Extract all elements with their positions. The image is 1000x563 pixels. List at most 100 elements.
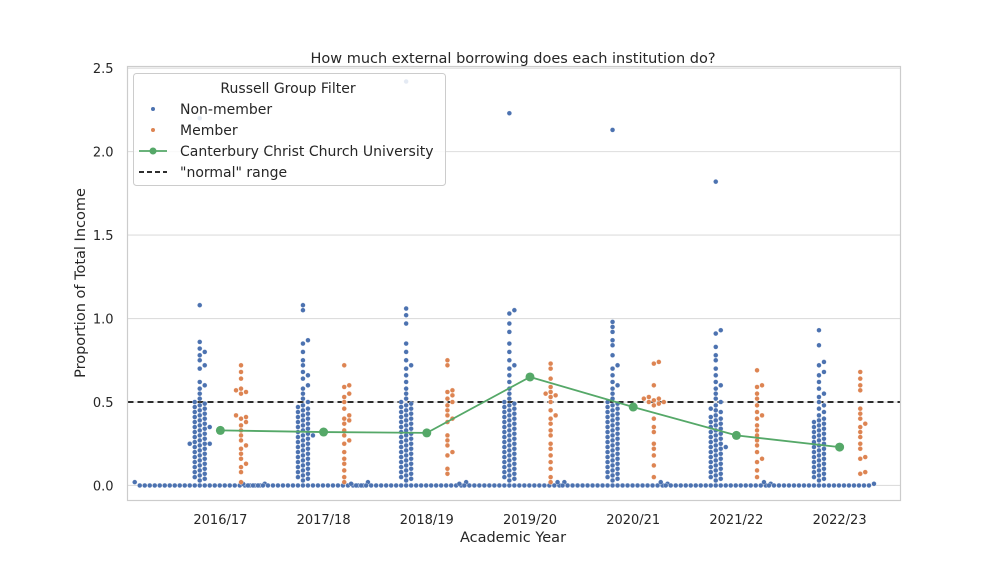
nonmember-point [615,451,621,457]
nonmember-point [202,406,208,412]
nonmember-point [811,444,817,450]
nonmember-point [511,441,517,447]
nonmember-point [511,446,517,452]
nonmember-point [748,482,754,489]
x-tick-label: 2019/20 [503,513,557,528]
nonmember-point [718,482,724,489]
nonmember-point [408,406,414,412]
nonmember-point [846,482,852,489]
member-point [548,452,554,458]
nonmember-point [718,451,724,457]
nonmember-point [305,337,311,343]
nonmember-point [295,454,301,460]
member-point [238,422,244,428]
nonmember-point [806,482,812,489]
nonmember-point [197,391,203,397]
ccc-line-point [422,428,432,438]
nonmember-point [861,482,867,489]
nonmember-point [605,449,611,455]
legend-label-nonmember: Non-member [180,102,272,118]
nonmember-point [733,482,739,489]
nonmember-point [408,362,414,368]
nonmember-point [197,412,203,418]
nonmember-point [816,472,822,479]
nonmember-point [713,379,719,385]
nonmember-point [723,482,729,489]
nonmember-point [300,452,306,458]
nonmember-point [305,446,311,452]
nonmember-point [501,409,507,415]
nonmember-point [615,431,621,437]
nonmember-point [295,449,301,455]
nonmember-point [496,482,502,489]
nonmember-point [300,472,306,479]
nonmember-point [202,421,208,427]
nonmember-point [816,362,822,368]
nonmember-point [506,391,512,397]
member-point [553,392,559,398]
nonmember-point [831,482,837,489]
nonmember-point [398,409,404,415]
nonmember-point [403,437,409,443]
nonmember-point [501,424,507,430]
member-point [651,462,657,468]
nonmember-point [192,439,198,445]
nonmember-point [197,396,203,402]
nonmember-point [403,472,409,479]
nonmember-point [841,482,847,489]
nonmember-point [403,462,409,468]
member-point [759,412,765,418]
y-tick-label: 0.0 [93,479,114,494]
nonmember-point [202,461,208,467]
nonmember-point [147,482,153,489]
nonmember-point [348,481,354,487]
nonmember-point [207,441,213,447]
nonmember-point [403,482,409,489]
nonmember-point [300,391,306,397]
member-point [548,407,554,413]
nonmember-point [610,412,616,418]
nonmember-point [658,479,664,485]
nonmember-point [511,471,517,477]
nonmember-point [816,457,822,463]
nonmember-point [678,482,684,489]
nonmember-point [300,386,306,392]
member-point [646,399,652,405]
nonmember-point [708,469,714,475]
member-point [444,442,450,448]
nonmember-point [137,482,143,489]
nonmember-point [310,482,316,489]
nonmember-point [403,305,409,312]
nonmember-point [398,482,404,489]
nonmember-point [708,429,714,435]
member-point [651,452,657,458]
nonmember-point [718,421,724,427]
nonmember-point [645,482,651,489]
nonmember-point [816,372,822,378]
nonmember-point [305,411,311,417]
nonmember-point [207,482,213,489]
nonmember-point [300,457,306,463]
nonmember-point [300,402,306,408]
nonmember-point [197,427,203,433]
member-point [548,474,554,480]
nonmember-point [265,482,271,489]
nonmember-point [280,482,286,489]
member-point [759,456,765,462]
nonmember-point [398,424,404,430]
nonmember-point [232,482,238,489]
member-point [341,449,347,455]
y-tick-label: 2.0 [93,146,114,161]
nonmember-point [506,457,512,463]
member-point [243,419,249,425]
nonmember-point [305,456,311,462]
nonmember-point [590,482,596,489]
nonmember-point [565,482,571,489]
nonmember-point [275,482,281,489]
nonmember-point [723,444,729,450]
nonmember-point [673,482,679,489]
nonmember-point [511,476,517,482]
nonmember-point [718,416,724,422]
nonmember-point [821,359,827,365]
